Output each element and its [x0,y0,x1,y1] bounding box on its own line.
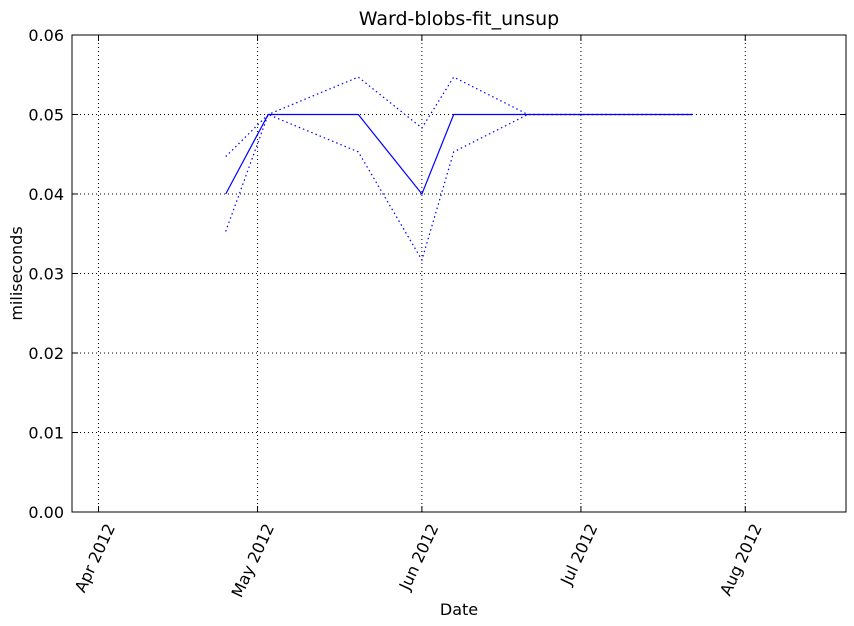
series-1-dotted-line [225,76,693,158]
x-tick-label: Aug 2012 [716,521,766,599]
y-tick-label: 0.04 [28,185,64,204]
chart-title: Ward-blobs-fit_unsup [359,8,559,30]
x-axis-label: Date [440,600,478,619]
y-tick-label: 0.03 [28,265,64,284]
y-tick-label: 0.05 [28,106,64,125]
y-tick-label: 0.00 [28,503,64,522]
grid [72,34,846,513]
y-tick-label: 0.02 [28,344,64,363]
y-axis-label: miliseconds [7,226,26,320]
x-tick-label: Apr 2012 [71,521,119,596]
y-tick-label: 0.01 [28,424,64,443]
x-tick-label: Jun 2012 [395,521,443,594]
x-tick-label: May 2012 [227,521,278,601]
ticks: 0.00 0.01 0.02 0.03 0.04 0.05 0.06 Apr 2012 May … [28,26,846,600]
x-tick-label: Jul 2012 [556,521,601,589]
series-layer [225,76,693,262]
series-2-dotted-line [225,113,693,262]
y-tick-label: 0.06 [28,26,64,45]
